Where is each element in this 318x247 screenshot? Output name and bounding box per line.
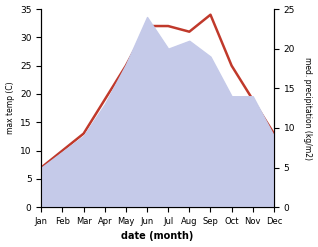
Y-axis label: max temp (C): max temp (C) [5,82,15,134]
X-axis label: date (month): date (month) [121,231,194,242]
Y-axis label: med. precipitation (kg/m2): med. precipitation (kg/m2) [303,57,313,160]
